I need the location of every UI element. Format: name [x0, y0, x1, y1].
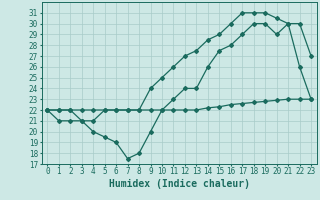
- X-axis label: Humidex (Indice chaleur): Humidex (Indice chaleur): [109, 179, 250, 189]
